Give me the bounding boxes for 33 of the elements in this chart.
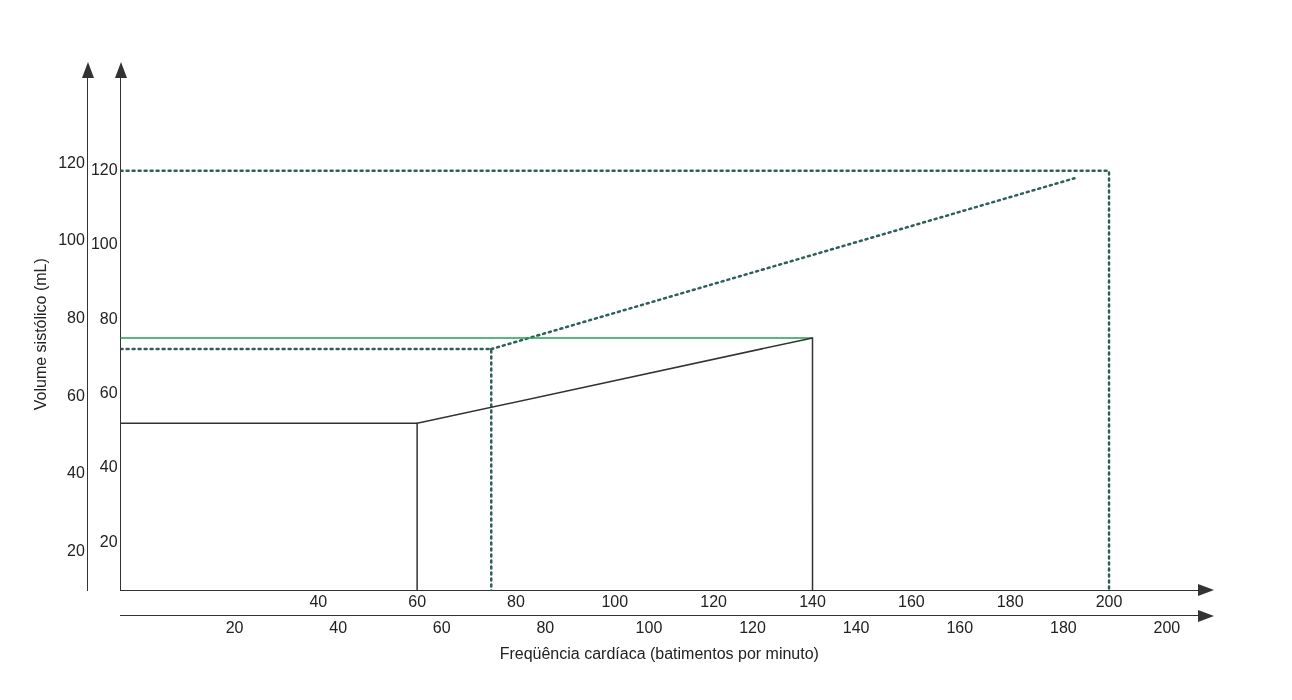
- y2-tick-label: 20: [67, 541, 85, 559]
- x2-tick-label: 60: [432, 618, 451, 636]
- y-tick-label: 120: [90, 161, 118, 179]
- x2-tick-label: 200: [1153, 618, 1181, 636]
- y-tick-label: 100: [90, 235, 118, 253]
- x2-tick-label: 100: [635, 618, 663, 636]
- x2-tick-label: 120: [739, 618, 766, 636]
- x2-tick-label: 160: [946, 618, 974, 636]
- y2-tick-label: 100: [58, 231, 85, 249]
- y-tick-label: 80: [99, 309, 118, 327]
- x2-tick-label: 180: [1049, 618, 1077, 636]
- x-tick-label: 180: [996, 593, 1024, 611]
- x-tick-label: 200: [1095, 593, 1123, 611]
- y-tick-label: 20: [99, 532, 118, 550]
- x-tick-label: 40: [309, 593, 328, 611]
- y2-tick-label: 120: [58, 153, 85, 171]
- x-tick-label: 160: [898, 593, 925, 611]
- x-tick-label: 140: [799, 593, 826, 611]
- x2-axis-title: Freqüência cardíaca (batimentos por minuto): [499, 644, 819, 662]
- y-tick-label: 60: [99, 384, 118, 402]
- x-tick-label: 120: [700, 593, 728, 611]
- y2-axis-title: Volume sistólico (mL): [32, 258, 50, 411]
- x-tick-label: 80: [507, 593, 525, 611]
- x-tick-label: 100: [601, 593, 629, 611]
- y2-tick-label: 40: [67, 464, 85, 482]
- x2-tick-label: 20: [225, 618, 244, 636]
- x2-tick-label: 80: [536, 618, 555, 636]
- y2-tick-label: 60: [67, 386, 85, 404]
- x-tick-label: 60: [408, 593, 427, 611]
- x2-tick-label: 40: [329, 618, 348, 636]
- x2-tick-label: 140: [842, 618, 870, 636]
- y-tick-label: 40: [99, 458, 118, 476]
- y2-tick-label: 80: [67, 309, 85, 327]
